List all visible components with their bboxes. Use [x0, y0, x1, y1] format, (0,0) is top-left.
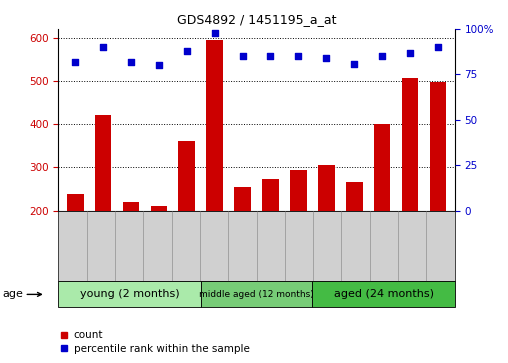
- Point: [71, 59, 79, 65]
- Bar: [290, 170, 307, 211]
- Point: [322, 55, 330, 61]
- Point: [155, 62, 163, 68]
- Point: [239, 53, 247, 59]
- Text: age: age: [3, 289, 23, 299]
- Bar: [346, 182, 363, 211]
- Bar: [150, 206, 167, 211]
- Bar: [234, 187, 251, 211]
- Point: [99, 44, 107, 50]
- Point: [127, 59, 135, 65]
- Text: aged (24 months): aged (24 months): [334, 289, 433, 299]
- Point: [211, 30, 219, 36]
- Point: [183, 48, 191, 54]
- Point: [434, 44, 442, 50]
- Title: GDS4892 / 1451195_a_at: GDS4892 / 1451195_a_at: [177, 13, 336, 26]
- Bar: [67, 194, 83, 211]
- Bar: [430, 82, 447, 211]
- Legend: count, percentile rank within the sample: count, percentile rank within the sample: [56, 326, 254, 358]
- Text: middle aged (12 months): middle aged (12 months): [199, 290, 314, 299]
- Bar: [94, 115, 111, 211]
- Bar: [318, 165, 335, 211]
- Bar: [402, 78, 419, 211]
- Point: [406, 50, 414, 56]
- Point: [266, 53, 274, 59]
- Text: young (2 months): young (2 months): [80, 289, 179, 299]
- Point: [294, 53, 302, 59]
- Point: [350, 61, 358, 66]
- Bar: [178, 140, 195, 211]
- Bar: [262, 179, 279, 211]
- Point: [378, 53, 386, 59]
- Bar: [206, 40, 223, 211]
- Bar: [122, 202, 139, 211]
- Bar: [374, 124, 391, 211]
